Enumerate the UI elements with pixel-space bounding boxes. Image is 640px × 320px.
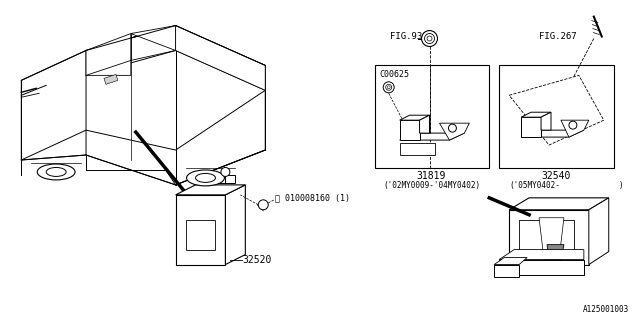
Text: ): ) [619, 181, 623, 190]
Circle shape [259, 200, 268, 210]
Text: FIG.930: FIG.930 [390, 32, 428, 41]
Text: 32540: 32540 [541, 171, 571, 181]
Polygon shape [494, 265, 519, 277]
Text: ('02MY0009-'04MY0402): ('02MY0009-'04MY0402) [383, 181, 480, 190]
Text: ('05MY0402-: ('05MY0402- [509, 181, 560, 190]
Polygon shape [131, 26, 175, 51]
Text: 31819: 31819 [417, 171, 446, 181]
Polygon shape [521, 117, 541, 137]
Text: FIG.267: FIG.267 [539, 32, 577, 41]
Polygon shape [509, 76, 604, 145]
Ellipse shape [196, 173, 216, 182]
Polygon shape [539, 218, 564, 260]
Polygon shape [499, 65, 614, 168]
Polygon shape [521, 112, 551, 117]
Polygon shape [86, 90, 265, 185]
Circle shape [221, 167, 230, 176]
Text: A125001003: A125001003 [582, 305, 628, 314]
Text: C00625: C00625 [380, 70, 410, 79]
Polygon shape [547, 244, 564, 260]
Polygon shape [175, 26, 265, 90]
Polygon shape [186, 220, 216, 250]
Polygon shape [541, 112, 551, 130]
Polygon shape [499, 250, 584, 260]
Polygon shape [420, 115, 429, 133]
Ellipse shape [37, 164, 75, 180]
Polygon shape [86, 34, 131, 76]
Polygon shape [521, 130, 584, 137]
Circle shape [387, 86, 390, 89]
Polygon shape [104, 74, 118, 84]
Polygon shape [494, 258, 527, 265]
Polygon shape [86, 26, 265, 90]
Polygon shape [225, 185, 245, 265]
Polygon shape [519, 220, 574, 255]
Circle shape [569, 121, 577, 129]
Polygon shape [21, 51, 86, 160]
Polygon shape [499, 260, 584, 275]
Ellipse shape [187, 170, 225, 186]
Polygon shape [399, 115, 429, 120]
Polygon shape [561, 120, 589, 137]
Circle shape [422, 31, 438, 46]
Text: Ⓑ 010008160 (1): Ⓑ 010008160 (1) [275, 193, 350, 202]
Polygon shape [399, 143, 435, 155]
Circle shape [424, 34, 435, 44]
Circle shape [449, 124, 456, 132]
Polygon shape [509, 210, 589, 265]
Polygon shape [375, 65, 489, 168]
Polygon shape [216, 175, 236, 183]
Polygon shape [399, 120, 420, 140]
Circle shape [386, 84, 392, 90]
Polygon shape [589, 198, 609, 265]
Polygon shape [175, 195, 225, 265]
Polygon shape [175, 185, 245, 195]
Text: 32520: 32520 [243, 255, 272, 265]
Circle shape [427, 36, 432, 41]
Polygon shape [399, 133, 465, 140]
Circle shape [383, 82, 394, 93]
Polygon shape [509, 198, 609, 210]
Polygon shape [440, 123, 469, 140]
Ellipse shape [46, 167, 66, 176]
